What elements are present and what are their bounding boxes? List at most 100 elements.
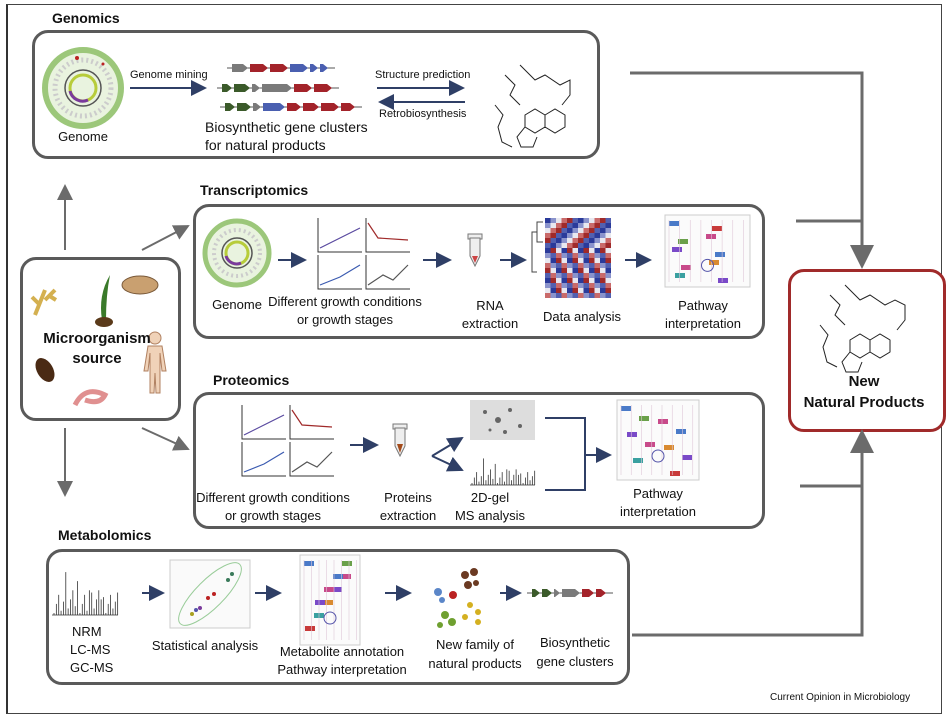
heatmap-cell — [550, 218, 556, 223]
heatmap-cell — [572, 258, 578, 263]
chart-line — [367, 264, 409, 286]
conditions-label-2: or growth stages — [296, 312, 394, 327]
data-analysis-label: Data analysis — [542, 309, 622, 324]
heatmap-cell — [594, 228, 600, 233]
gene-arrow — [321, 103, 339, 111]
heatmap-cell — [567, 233, 573, 238]
heatmap-cell — [583, 268, 589, 273]
heatmap-cell — [572, 228, 578, 233]
heatmap-cell — [578, 228, 584, 233]
2d-gel-image — [470, 400, 535, 440]
heatmap-cell — [561, 278, 567, 283]
heatmap-cell — [556, 223, 562, 228]
heatmap-cell — [550, 233, 556, 238]
heatmap-cell — [545, 238, 551, 243]
molecule-structure-icon — [819, 284, 906, 373]
heatmap-cell — [600, 228, 606, 233]
heatmap-cell — [600, 293, 606, 298]
pathway-node — [342, 561, 352, 566]
conditions-label-2: or growth stages — [224, 508, 322, 523]
heatmap-cell — [545, 223, 551, 228]
plant-icon — [101, 275, 110, 320]
heatmap-cell — [567, 258, 573, 263]
heatmap-cell — [600, 263, 606, 268]
heatmap-cell — [605, 293, 611, 298]
bgc-label-2: gene clusters — [536, 654, 614, 669]
gene-arrow — [303, 103, 319, 111]
heatmap-cell — [561, 228, 567, 233]
pathway-node — [341, 574, 351, 579]
pathway-node — [323, 600, 333, 605]
heatmap-cell — [572, 293, 578, 298]
annotation-label-2: Pathway interpretation — [277, 662, 407, 677]
heatmap-cell — [567, 263, 573, 268]
pathway-node — [333, 574, 343, 579]
heatmap-cell — [561, 283, 567, 288]
heatmap-cell — [561, 263, 567, 268]
heatmap-cell — [583, 263, 589, 268]
pathway-node — [706, 234, 716, 239]
heatmap-cell — [605, 278, 611, 283]
heatmap-cell — [545, 258, 551, 263]
chart-line — [291, 451, 333, 473]
chart-line — [319, 264, 361, 286]
heatmap-cell — [556, 258, 562, 263]
pathway-node — [675, 273, 685, 278]
heatmap-cell — [572, 223, 578, 228]
heatmap-cell — [567, 293, 573, 298]
pathway-node — [678, 239, 688, 244]
heatmap-cell — [545, 263, 551, 268]
gene-arrow — [234, 84, 250, 92]
gene-arrow — [341, 103, 355, 111]
heatmap-cell — [605, 263, 611, 268]
heatmap-cell — [572, 253, 578, 258]
heatmap-cell — [594, 283, 600, 288]
heatmap-cell — [561, 233, 567, 238]
structure-prediction-label: Structure prediction — [375, 69, 471, 81]
heatmap-cell — [545, 293, 551, 298]
heatmap-cell — [545, 248, 551, 253]
heatmap-cell — [583, 283, 589, 288]
heatmap-icon — [531, 218, 611, 298]
heatmap-cell — [567, 268, 573, 273]
heatmap-cell — [578, 278, 584, 283]
pathway-node — [633, 458, 643, 463]
heatmap-cell — [578, 223, 584, 228]
heatmap-cell — [600, 278, 606, 283]
heatmap-cell — [556, 228, 562, 233]
heatmap-cell — [578, 293, 584, 298]
heatmap-cell — [605, 233, 611, 238]
heatmap-cell — [589, 273, 595, 278]
transcriptomics-title: Transcriptomics — [200, 182, 309, 198]
flow-connectors — [630, 71, 874, 637]
retrobiosynthesis-label: Retrobiosynthesis — [379, 108, 467, 120]
heatmap-cell — [556, 218, 562, 223]
growth-condition-charts — [241, 218, 410, 477]
heatmap-cell — [545, 273, 551, 278]
heatmap-cell — [594, 233, 600, 238]
heatmap-cell — [550, 263, 556, 268]
pathway-node — [664, 445, 674, 450]
heatmap-cell — [605, 268, 611, 273]
heatmap-cell — [583, 253, 589, 258]
heatmap-cell — [594, 278, 600, 283]
heatmap-cell — [550, 223, 556, 228]
heatmap-cell — [561, 258, 567, 263]
heatmap-cell — [594, 288, 600, 293]
heatmap-cell — [567, 278, 573, 283]
heatmap-cell — [578, 268, 584, 273]
pathway-cycle — [701, 258, 714, 272]
source-label-2: source — [72, 350, 122, 367]
heatmap-cell — [561, 223, 567, 228]
heatmap-cell — [605, 238, 611, 243]
heatmap-cell — [583, 238, 589, 243]
gene-arrow — [562, 589, 580, 597]
heatmap-cell — [567, 253, 573, 258]
heatmap-cell — [589, 288, 595, 293]
heatmap-cell — [594, 263, 600, 268]
heatmap-cell — [578, 233, 584, 238]
heatmap-cell — [545, 278, 551, 283]
heatmap-cell — [589, 278, 595, 283]
